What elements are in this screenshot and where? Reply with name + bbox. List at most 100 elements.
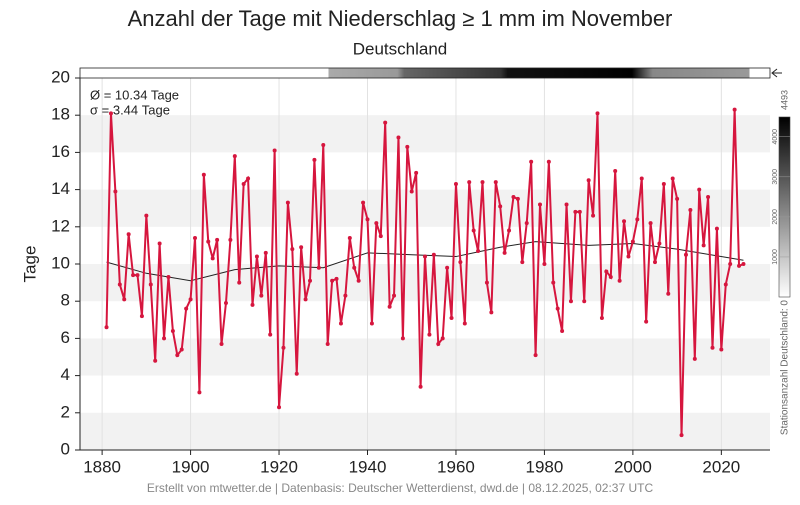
- data-point: [131, 273, 136, 278]
- x-tick-label: 1940: [349, 457, 387, 476]
- data-point: [644, 319, 649, 324]
- colorbar-tick-label: 4000: [772, 129, 779, 145]
- data-point: [692, 356, 697, 361]
- data-point: [418, 384, 423, 389]
- axes: [79, 78, 770, 451]
- data-point: [392, 293, 397, 298]
- x-tick-label: 1880: [83, 457, 121, 476]
- data-point: [423, 254, 427, 259]
- y-tick-label: 10: [51, 253, 70, 272]
- data-point: [617, 278, 622, 283]
- data-point: [679, 433, 684, 438]
- data-point: [232, 154, 237, 159]
- y-tick-label: 2: [61, 402, 70, 421]
- data-point: [635, 217, 640, 222]
- data-point: [427, 332, 432, 337]
- data-point: [604, 269, 609, 274]
- data-point: [502, 250, 507, 255]
- data-point: [343, 293, 348, 298]
- y-tick-label: 6: [61, 328, 70, 347]
- data-point: [113, 189, 118, 194]
- annotation: σ = 3.44 Tage: [90, 102, 170, 117]
- data-point: [321, 142, 326, 147]
- data-point: [117, 282, 122, 287]
- data-point: [144, 213, 149, 218]
- data-point: [599, 315, 604, 320]
- x-tick-label: 1960: [437, 457, 475, 476]
- footer: Erstellt von mtwetter.de | Datenbasis: D…: [147, 481, 654, 495]
- data-point: [524, 221, 529, 226]
- data-point: [108, 111, 113, 116]
- data-point: [732, 107, 737, 112]
- data-point: [219, 341, 224, 346]
- data-point: [414, 170, 419, 175]
- data-point: [714, 226, 719, 231]
- data-point: [666, 291, 671, 296]
- data-point: [223, 301, 228, 306]
- y-tick-label: 20: [51, 67, 70, 86]
- data-point: [639, 176, 644, 181]
- grid-band: [80, 338, 770, 376]
- data-point: [542, 262, 547, 266]
- data-point: [462, 321, 467, 326]
- data-point: [383, 120, 388, 125]
- data-point: [347, 235, 352, 240]
- y-tick-label: 16: [51, 142, 70, 161]
- data-point: [582, 299, 587, 304]
- data-point: [480, 180, 485, 185]
- data-point: [471, 228, 476, 233]
- data-point: [210, 256, 215, 261]
- data-point: [568, 299, 573, 304]
- data-point: [648, 221, 653, 226]
- data-point: [657, 241, 662, 246]
- data-point: [586, 178, 591, 183]
- data-point: [515, 196, 520, 201]
- data-point: [533, 353, 538, 358]
- data-point: [741, 262, 746, 266]
- data-point: [299, 245, 304, 250]
- data-point: [405, 144, 410, 149]
- data-point: [529, 159, 534, 164]
- y-tick-label: 4: [61, 365, 70, 384]
- data-point: [538, 202, 542, 207]
- data-point: [719, 347, 724, 352]
- data-point: [277, 405, 282, 410]
- data-point: [259, 293, 264, 298]
- data-point: [153, 358, 158, 363]
- data-point: [622, 219, 627, 224]
- data-point: [591, 213, 596, 218]
- x-tick-label: 2020: [702, 457, 740, 476]
- data-point: [356, 278, 361, 283]
- annotation: Ø = 10.34 Tage: [90, 87, 179, 102]
- data-point: [400, 336, 405, 341]
- data-point: [241, 182, 246, 187]
- data-point: [272, 148, 277, 153]
- y-axis-label: Tage: [20, 246, 39, 283]
- data-point: [476, 248, 481, 253]
- data-point: [352, 265, 357, 270]
- data-point: [237, 280, 242, 285]
- data-point: [670, 176, 675, 181]
- data-point: [387, 304, 392, 309]
- data-point: [737, 263, 742, 268]
- data-point: [290, 247, 295, 252]
- data-point: [268, 332, 273, 337]
- data-point: [560, 328, 565, 333]
- grid-band: [80, 412, 770, 450]
- data-point: [303, 297, 308, 302]
- data-point: [396, 135, 401, 140]
- data-point: [436, 341, 441, 346]
- data-point: [630, 239, 635, 244]
- data-point: [175, 353, 180, 358]
- data-point: [440, 336, 445, 341]
- data-point: [325, 341, 330, 346]
- data-point: [139, 314, 144, 319]
- data-point: [215, 237, 220, 242]
- data-point: [184, 306, 189, 311]
- data-point: [511, 195, 516, 200]
- data-point: [551, 280, 556, 285]
- data-point: [728, 262, 733, 266]
- data-point: [308, 278, 312, 283]
- colorbar-max-label: 4493: [779, 90, 789, 110]
